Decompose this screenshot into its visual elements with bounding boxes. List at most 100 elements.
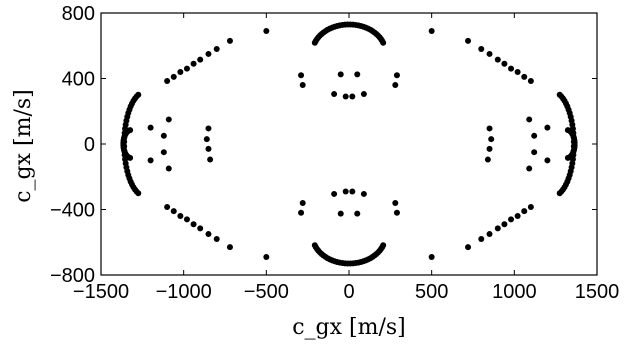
data-point [190, 60, 197, 67]
data-point [205, 231, 212, 238]
data-point [392, 199, 399, 206]
data-point [226, 244, 233, 251]
data-point [527, 77, 534, 84]
data-point [486, 145, 493, 152]
x-tick-label: −1500 [73, 281, 129, 303]
data-point [183, 65, 190, 72]
data-point [521, 208, 528, 215]
data-point [393, 209, 400, 216]
data-point [514, 68, 521, 75]
data-point [213, 46, 220, 53]
data-point [135, 190, 142, 197]
data-point [478, 46, 485, 53]
data-point [263, 253, 270, 260]
data-point [205, 50, 212, 57]
data-point [354, 71, 361, 78]
x-tick-label: 500 [415, 281, 448, 303]
data-point [160, 149, 167, 156]
y-tick-label: 800 [62, 3, 95, 25]
data-point [170, 73, 177, 80]
data-point [484, 156, 491, 163]
axis-ticks [100, 12, 598, 276]
data-point [380, 242, 387, 249]
data-point [527, 204, 534, 211]
data-point [213, 235, 220, 242]
data-point [190, 221, 197, 228]
x-axis-label: c_gx [m/s] [292, 315, 406, 340]
data-point [177, 68, 184, 75]
data-point [337, 210, 344, 217]
data-point [393, 72, 400, 79]
data-point [331, 190, 338, 197]
x-tick-label: −500 [244, 281, 289, 303]
data-point [486, 231, 493, 238]
data-point [299, 199, 306, 206]
data-point [263, 28, 270, 35]
data-point [177, 213, 184, 220]
data-point [531, 132, 538, 139]
data-point [494, 56, 501, 63]
data-point [207, 156, 214, 163]
data-point [544, 157, 551, 164]
data-point [478, 235, 485, 242]
x-tick-label: 0 [343, 281, 354, 303]
data-point [501, 60, 508, 67]
data-points [120, 21, 578, 267]
data-point [514, 213, 521, 220]
data-point [205, 145, 212, 152]
data-point [165, 116, 172, 123]
data-point [494, 225, 501, 232]
data-point [147, 157, 154, 164]
data-point [331, 91, 338, 98]
data-point [501, 221, 508, 228]
data-point [164, 77, 171, 84]
data-point [203, 136, 210, 143]
y-tick-label: 0 [84, 134, 95, 156]
data-point [360, 91, 367, 98]
data-point [465, 244, 472, 251]
y-tick-label: 400 [62, 69, 95, 91]
y-tick-label: −800 [50, 265, 95, 287]
data-point [127, 154, 134, 161]
data-point [298, 72, 305, 79]
data-point [486, 50, 493, 57]
data-point [544, 124, 551, 131]
data-point [197, 225, 204, 232]
data-point [531, 149, 538, 156]
data-point [354, 210, 361, 217]
data-point [298, 209, 305, 216]
x-tick-labels: −1500 −1000 −500 0 500 1000 1500 [73, 281, 619, 303]
data-point [508, 65, 515, 72]
data-point [147, 124, 154, 131]
data-point [526, 165, 533, 172]
data-point [183, 216, 190, 223]
data-point [349, 93, 356, 100]
data-point [342, 188, 349, 195]
data-point [526, 116, 533, 123]
data-point [337, 71, 344, 78]
data-point [521, 73, 528, 80]
x-tick-label: −1000 [156, 281, 212, 303]
data-point [170, 208, 177, 215]
data-point [428, 28, 435, 35]
y-axis-label: c_gx [m/s] [11, 89, 36, 203]
data-point [164, 204, 171, 211]
data-point [428, 253, 435, 260]
y-tick-labels: 800 400 0 −400 −800 [50, 3, 95, 287]
y-tick-label: −400 [50, 200, 95, 222]
data-point [311, 39, 318, 46]
data-point [342, 93, 349, 100]
data-point [465, 37, 472, 44]
data-point [486, 125, 493, 132]
data-point [226, 37, 233, 44]
x-tick-label: 1000 [492, 281, 537, 303]
data-point [205, 125, 212, 132]
x-tick-label: 1500 [575, 281, 620, 303]
data-point [556, 91, 563, 98]
data-point [488, 136, 495, 143]
data-point [197, 56, 204, 63]
data-point [299, 82, 306, 89]
data-point [360, 190, 367, 197]
data-point [392, 82, 399, 89]
